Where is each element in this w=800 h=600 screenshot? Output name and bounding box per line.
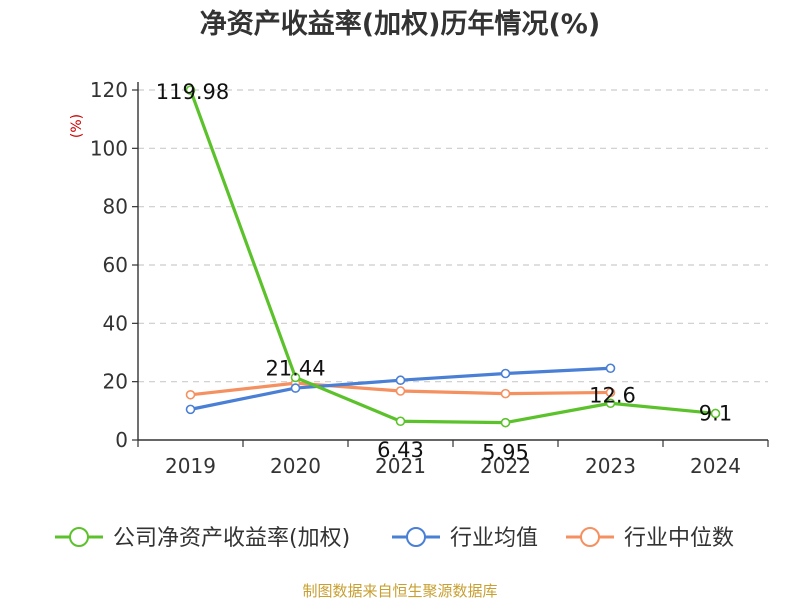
legend-marker-1 (406, 527, 426, 547)
y-tick-label-20: 20 (103, 370, 128, 394)
y-tick-label-60: 60 (103, 253, 128, 277)
chart-title: 净资产收益率(加权)历年情况(%) (200, 8, 600, 40)
series-0-point-2021 (395, 416, 406, 427)
data-label-2019: 119.98 (156, 80, 229, 104)
x-tick-label-2022: 2022 (480, 454, 531, 478)
series-2-point-2023 (605, 387, 616, 398)
series-2-point-2021 (395, 386, 406, 396)
gridlines (138, 89, 768, 383)
series-1-point-2022 (500, 368, 511, 379)
x-tick-label-2023: 2023 (585, 454, 636, 478)
series-2-point-2022 (500, 388, 511, 399)
series-group (185, 85, 721, 428)
y-tick-label-40: 40 (103, 311, 128, 335)
data-label-2023: 12.6 (589, 383, 636, 407)
source-note: 制图数据来自恒生聚源数据库 (302, 582, 497, 600)
legend-label-2: 行业中位数 (624, 526, 734, 551)
series-0-point-2022 (500, 417, 511, 428)
series-0-point-2023 (605, 398, 616, 409)
legend-item-1: 行业均值 (392, 526, 538, 551)
x-tick-label-2020: 2020 (270, 454, 321, 478)
series-1-point-2023 (605, 363, 616, 374)
y-tick-label-80: 80 (103, 195, 128, 219)
legend-marker-0 (69, 527, 89, 547)
y-tick-label-0: 0 (115, 428, 128, 452)
y-axis-label: (%) (69, 114, 85, 138)
series-1-point-2021 (395, 375, 406, 386)
data-label-2020: 21.44 (265, 356, 325, 380)
series-0-point-2019 (185, 85, 196, 95)
y-tick-label-100: 100 (90, 136, 128, 160)
data-labels: 119.98 21.44 6.43 5.95 12.6 9.1 (156, 80, 732, 465)
series-0-point-2020 (290, 372, 301, 383)
x-tick-label-2021: 2021 (375, 454, 426, 478)
legend: 公司净资产收益率(加权) 行业均值 行业中位数 (55, 526, 734, 551)
series-0-point-2024 (710, 408, 721, 419)
series-line-0 (188, 89, 716, 425)
legend-item-0: 公司净资产收益率(加权) (55, 526, 350, 551)
series-1-point-2020 (290, 383, 301, 393)
legend-label-0: 公司净资产收益率(加权) (113, 526, 350, 551)
legend-marker-2 (580, 527, 600, 547)
series-2-point-2019 (185, 389, 196, 400)
x-tick-label-2019: 2019 (165, 454, 216, 478)
axes: 0 20 40 60 80 100 120 2019 2020 2021 2022 2023 2024 (90, 78, 769, 478)
data-label-2024: 9.1 (699, 401, 732, 425)
x-tick-label-2024: 2024 (690, 454, 741, 478)
legend-item-2: 行业中位数 (566, 526, 734, 551)
series-1-point-2019 (185, 404, 196, 415)
y-tick-label-120: 120 (90, 78, 128, 102)
data-label-2022: 5.95 (482, 441, 529, 465)
legend-label-1: 行业均值 (450, 526, 538, 551)
data-label-2021: 6.43 (377, 438, 424, 462)
